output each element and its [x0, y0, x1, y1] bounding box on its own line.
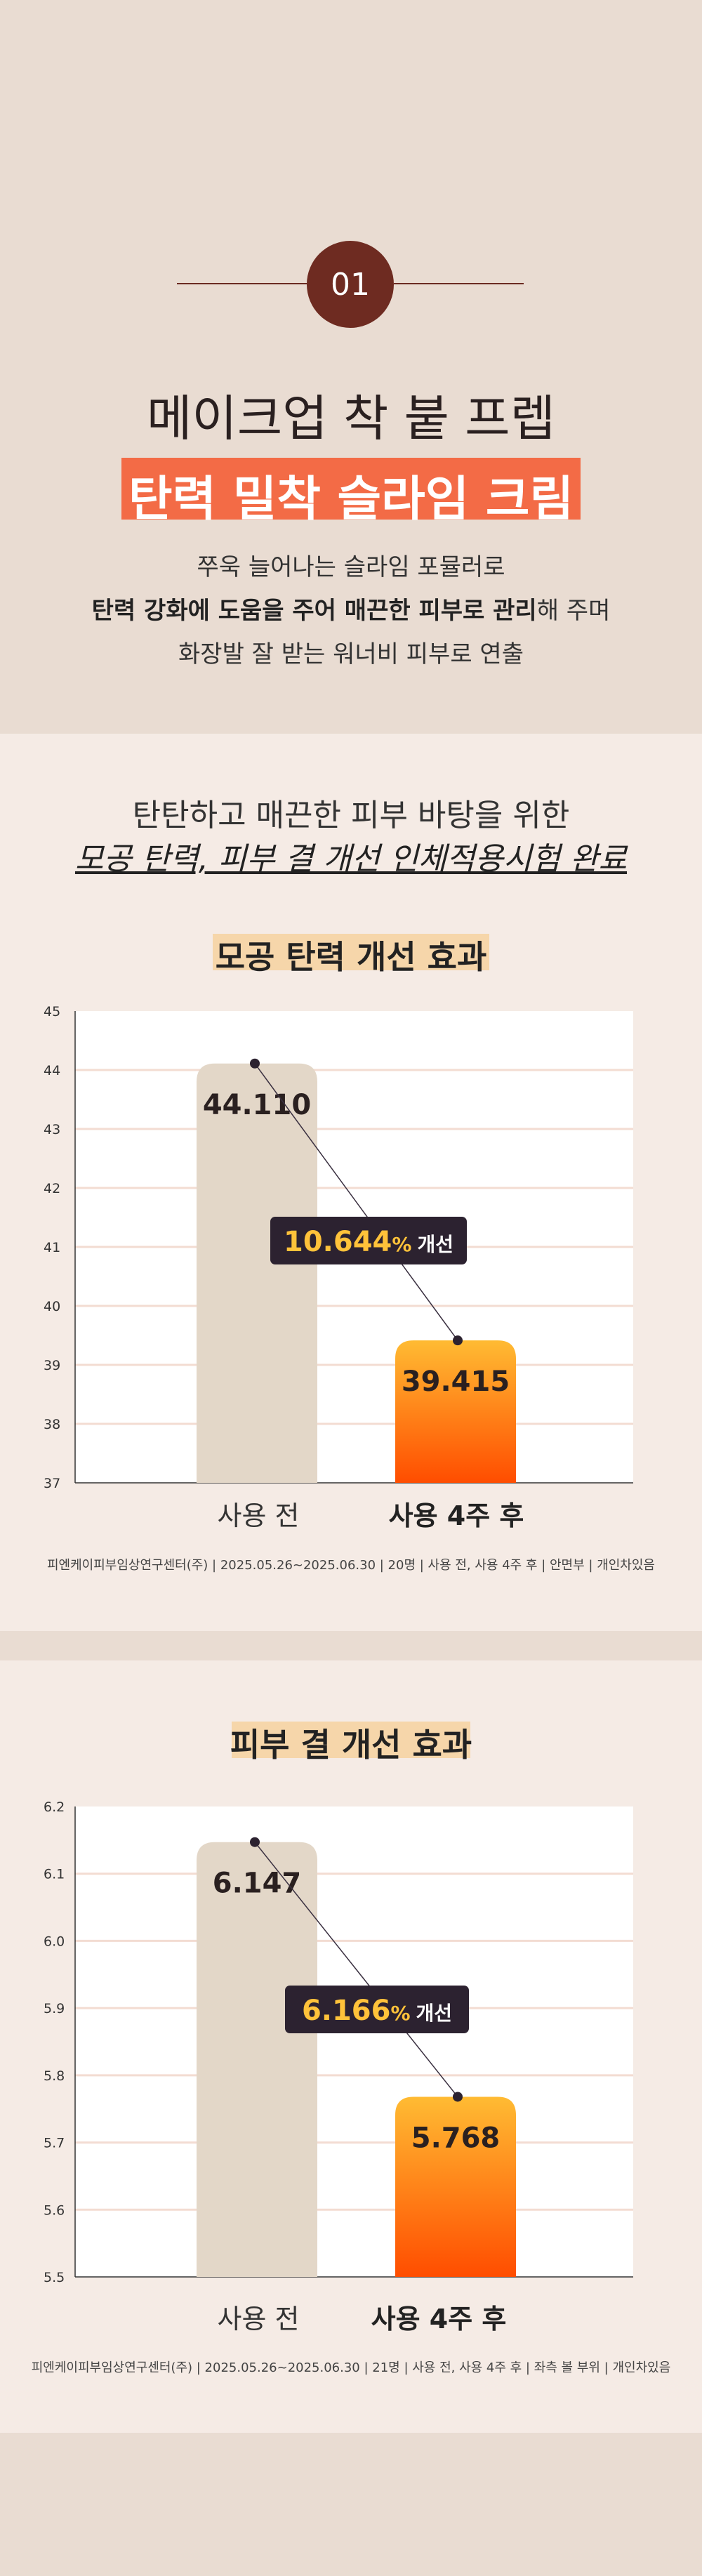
chart-2-callout-box — [285, 1986, 469, 2033]
chart-2-source-note: 피엔케이피부임상연구센터(주) | 2025.05.26~2025.06.30 … — [31, 2360, 671, 2375]
chart-1-value-label-after: 39.415 — [402, 1366, 510, 1398]
chart-1-point-before — [250, 1058, 260, 1069]
intro-line-2: 모공 탄력, 피부 결 개선 인체적용시험 완료 — [74, 841, 628, 877]
chart-1-callout-text: 10.644% 개선 — [284, 1226, 453, 1258]
chart-1-callout-unit: % — [392, 1233, 411, 1256]
chart-1-callout-box — [270, 1217, 467, 1264]
chart-2-callout-value: 6.166 — [302, 1995, 391, 2027]
chart-1-y-tick: 38 — [44, 1417, 60, 1432]
chart-1-source-note: 피엔케이피부임상연구센터(주) | 2025.05.26~2025.06.30 … — [47, 1558, 655, 1573]
chart-2-plot-area — [75, 1806, 633, 2277]
chart-2-bar-after — [395, 2096, 516, 2277]
description-line-3: 화장발 잘 받는 워너비 피부로 연출 — [178, 640, 524, 668]
chart-2-point-before — [250, 1837, 260, 1847]
chart-2-y-tick: 5.9 — [44, 2001, 65, 2016]
description-line-2-rest: 해 주며 — [536, 597, 611, 625]
chart-2-title-highlight — [232, 1722, 470, 1758]
chart-2-callout-unit: % — [390, 2002, 410, 2025]
description-line-1: 쭈욱 늘어나는 슬라임 포뮬러로 — [197, 553, 505, 581]
chart-2-y-tick: 5.6 — [44, 2202, 65, 2218]
chart-2-y-tick: 5.7 — [44, 2136, 65, 2151]
chart-1-y-tick: 44 — [44, 1063, 60, 1078]
chart-1-point-after — [453, 1335, 463, 1346]
chart-2-x-label-after: 사용 4주 후 — [371, 2304, 507, 2334]
chart-1-title: 모공 탄력 개선 효과 — [215, 938, 487, 976]
chart-2-callout-label: 개선 — [416, 2002, 453, 2025]
chart-1-x-label-after: 사용 4주 후 — [388, 1500, 524, 1531]
chart-2-y-tick: 6.1 — [44, 1867, 65, 1882]
chart-1-callout-value: 10.644 — [284, 1226, 392, 1258]
chart-2-y-tick: 6.2 — [44, 1799, 65, 1815]
chart-2-bar-before — [197, 1842, 317, 2277]
chart-2-trend-line — [254, 1842, 458, 2097]
chart-2-y-tick: 5.8 — [44, 2068, 65, 2084]
chart-1-y-tick: 39 — [44, 1358, 60, 1373]
divider-left — [177, 283, 307, 284]
section-headline: 메이크업 착 붙 프렙 — [147, 390, 555, 447]
chart-1-y-tick: 41 — [44, 1240, 60, 1255]
chart-1-trend-line — [254, 1063, 458, 1341]
chart-1-y-tick: 37 — [44, 1476, 60, 1491]
chart-1-bar-after — [395, 1340, 516, 1483]
highlight-box — [121, 458, 581, 520]
chart-1-bar-before — [197, 1063, 317, 1483]
intro-line-1: 탄탄하고 매끈한 피부 바탕을 위한 — [132, 798, 570, 833]
chart-2-x-label-before: 사용 전 — [217, 2304, 300, 2334]
section-number-badge: 01 — [307, 241, 394, 328]
description-line-2-bold: 탄력 강화에 도움을 주어 매끈한 피부로 관리 — [91, 597, 537, 625]
chart-2-value-label-after: 5.768 — [411, 2122, 501, 2154]
chart-2-title: 피부 결 개선 효과 — [230, 1726, 472, 1764]
chart-2-point-after — [453, 2092, 463, 2102]
chart-1-value-label-before: 44.110 — [203, 1089, 311, 1121]
chart-1-y-tick: 40 — [44, 1299, 60, 1314]
chart-1-title-highlight — [213, 934, 489, 970]
chart-2-y-tick: 6.0 — [44, 1934, 65, 1949]
chart-1-y-tick: 43 — [44, 1122, 60, 1137]
chart-1-x-label-before: 사용 전 — [217, 1500, 300, 1531]
chart-2-value-label-before: 6.147 — [213, 1868, 302, 1900]
chart-1-callout-label: 개선 — [417, 1233, 453, 1256]
chart-2-callout-text: 6.166% 개선 — [302, 1995, 452, 2027]
chart-1-y-tick: 45 — [44, 1004, 60, 1019]
divider-right — [394, 283, 524, 284]
product-highlight: 탄력 밀착 슬라임 크림 — [128, 472, 574, 527]
hero-section — [0, 0, 702, 734]
chart-1-y-tick: 42 — [44, 1181, 60, 1196]
description-line-2: 탄력 강화에 도움을 주어 매끈한 피부로 관리해 주며 — [0, 591, 702, 626]
chart-2-y-tick: 5.5 — [44, 2270, 65, 2285]
